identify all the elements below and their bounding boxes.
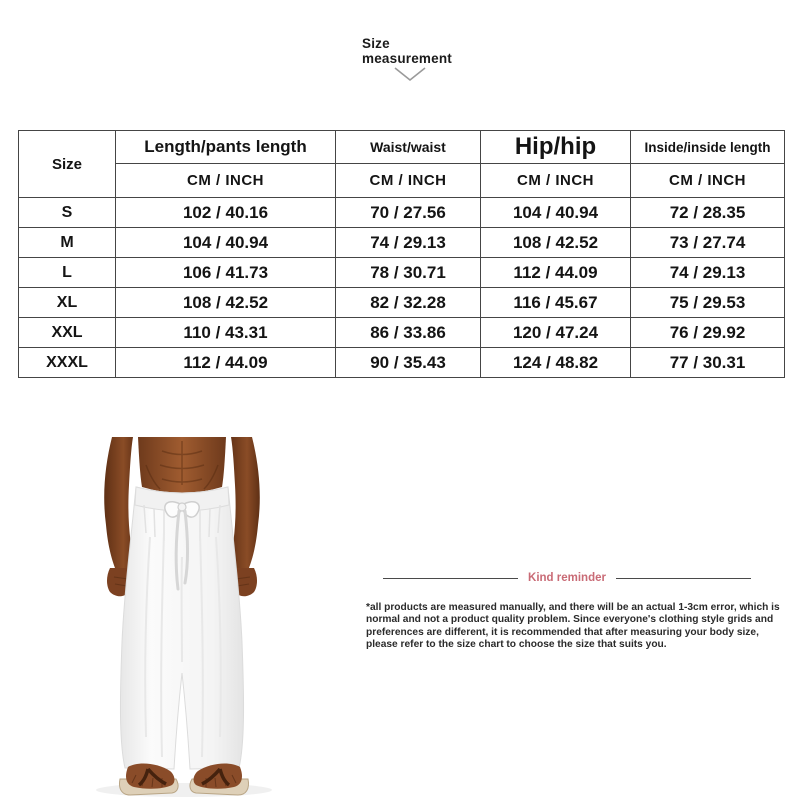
divider-line-right [615, 577, 751, 579]
header-hip: Hip/hip [480, 130, 631, 164]
cell-length: 112 / 44.09 [115, 347, 336, 378]
table-row: XL 108 / 42.52 82 / 32.28 116 / 45.67 75… [18, 287, 785, 318]
cell-length: 106 / 41.73 [115, 257, 336, 288]
cell-size: XL [18, 287, 116, 318]
size-table: Size Length/pants length Waist/waist Hip… [18, 130, 785, 378]
cell-size: M [18, 227, 116, 258]
cell-hip: 116 / 45.67 [480, 287, 631, 318]
cell-length: 110 / 43.31 [115, 317, 336, 348]
table-row: XXXL 112 / 44.09 90 / 35.43 124 / 48.82 … [18, 347, 785, 378]
page-title: Size measurement [362, 36, 452, 66]
model-pants-illustration [96, 437, 272, 797]
cell-inside: 73 / 27.74 [630, 227, 785, 258]
product-photo [72, 437, 292, 800]
cell-hip: 120 / 47.24 [480, 317, 631, 348]
header-size: Size [18, 130, 116, 198]
cell-size: XXXL [18, 347, 116, 378]
cell-inside: 72 / 28.35 [630, 197, 785, 228]
cell-waist: 90 / 35.43 [335, 347, 481, 378]
reminder-body: *all products are measured manually, and… [366, 602, 780, 651]
cell-inside: 76 / 29.92 [630, 317, 785, 348]
cell-waist: 82 / 32.28 [335, 287, 481, 318]
header-waist: Waist/waist [335, 130, 481, 164]
cell-hip: 104 / 40.94 [480, 197, 631, 228]
reminder-title: Kind reminder [528, 572, 606, 584]
cell-size: L [18, 257, 116, 288]
cell-size: XXL [18, 317, 116, 348]
cell-hip: 108 / 42.52 [480, 227, 631, 258]
cell-inside: 77 / 30.31 [630, 347, 785, 378]
cell-length: 104 / 40.94 [115, 227, 336, 258]
table-row: M 104 / 40.94 74 / 29.13 108 / 42.52 73 … [18, 227, 785, 258]
cell-size: S [18, 197, 116, 228]
unit-cell: CM / INCH [480, 163, 631, 198]
chevron-down-icon [393, 66, 427, 84]
table-row: L 106 / 41.73 78 / 30.71 112 / 44.09 74 … [18, 257, 785, 288]
cell-inside: 74 / 29.13 [630, 257, 785, 288]
kind-reminder-header: Kind reminder [383, 570, 751, 586]
table-row: XXL 110 / 43.31 86 / 33.86 120 / 47.24 7… [18, 317, 785, 348]
unit-cell: CM / INCH [630, 163, 785, 198]
header-inside: Inside/inside length [630, 130, 785, 164]
unit-cell: CM / INCH [335, 163, 481, 198]
page-title-line1: Size [362, 36, 390, 51]
cell-waist: 70 / 27.56 [335, 197, 481, 228]
cell-waist: 86 / 33.86 [335, 317, 481, 348]
cell-waist: 74 / 29.13 [335, 227, 481, 258]
table-unit-row: CM / INCH CM / INCH CM / INCH CM / INCH [19, 163, 785, 198]
cell-inside: 75 / 29.53 [630, 287, 785, 318]
table-row: S 102 / 40.16 70 / 27.56 104 / 40.94 72 … [18, 197, 785, 228]
table-header-row: Size Length/pants length Waist/waist Hip… [18, 130, 785, 198]
header-length: Length/pants length [115, 130, 336, 164]
cell-length: 102 / 40.16 [115, 197, 336, 228]
cell-hip: 112 / 44.09 [480, 257, 631, 288]
cell-waist: 78 / 30.71 [335, 257, 481, 288]
page-title-line2: measurement [362, 51, 452, 67]
cell-length: 108 / 42.52 [115, 287, 336, 318]
unit-cell: CM / INCH [115, 163, 336, 198]
cell-hip: 124 / 48.82 [480, 347, 631, 378]
divider-line-left [383, 577, 519, 579]
